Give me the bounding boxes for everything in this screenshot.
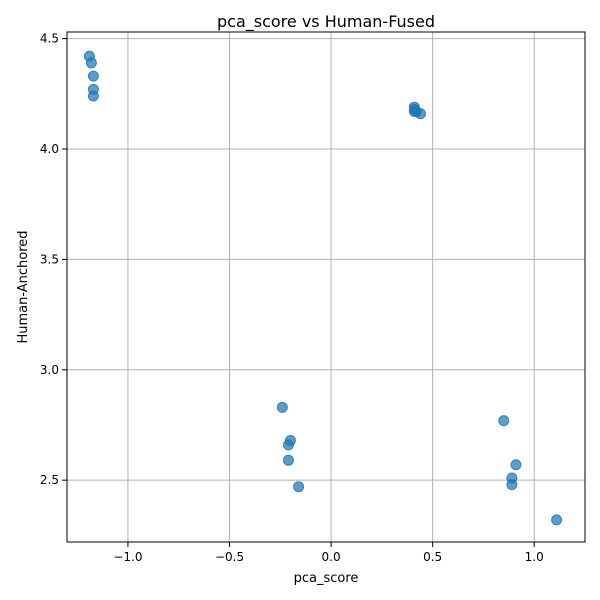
x-tick-label: 0.5 [423, 550, 442, 564]
plot-frame [66, 31, 586, 543]
scatter-point [293, 481, 305, 493]
grid [67, 32, 585, 542]
scatter-point [85, 57, 97, 69]
scatter-point [282, 439, 294, 451]
scatter-point [414, 108, 426, 120]
scatter-point [510, 459, 522, 471]
x-tick-label: 1.0 [525, 550, 544, 564]
axis-ticks: −1.0 −0.5 0.0 0.5 1.0 2.5 3.0 3.5 4.0 4.5 [40, 32, 544, 564]
y-tick-label: 2.5 [40, 473, 59, 487]
scatter-point [87, 90, 99, 102]
y-tick-label: 3.0 [40, 363, 59, 377]
scatter-point [551, 514, 563, 526]
x-axis-label: pca_score [294, 571, 359, 586]
x-tick-label: −1.0 [113, 550, 142, 564]
chart-title: pca_score vs Human-Fused [217, 12, 435, 32]
y-axis-label: Human-Anchored [16, 230, 31, 343]
y-tick-label: 3.5 [40, 252, 59, 266]
scatter-point [282, 454, 294, 466]
x-tick-label: 0.0 [322, 550, 341, 564]
scatter-point [87, 70, 99, 82]
scatter-point [506, 479, 518, 491]
x-tick-label: −0.5 [215, 550, 244, 564]
scatter-point [498, 415, 510, 427]
y-tick-label: 4.0 [40, 142, 59, 156]
scatter-point [276, 401, 288, 413]
y-tick-label: 4.5 [40, 32, 59, 46]
data-points [83, 50, 563, 526]
